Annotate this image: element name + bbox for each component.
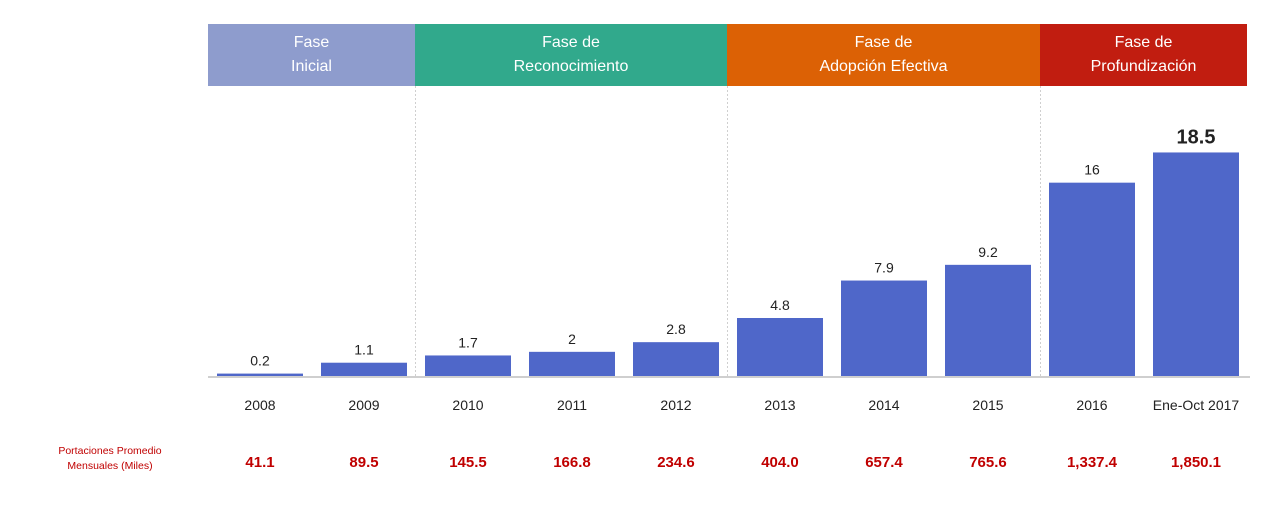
bar-value-label: 2.8 [666, 321, 686, 337]
phase-header-adoption: Fase de Adopción Efectiva [727, 24, 1040, 86]
secondary-row-label: Portaciones Promedio Mensuales (Miles) [20, 444, 200, 474]
bar-2009 [321, 362, 407, 376]
bar-2016 [1049, 182, 1135, 376]
secondary-row-label-line2: Mensuales (Miles) [67, 460, 153, 472]
phase-title-line2: Reconocimiento [513, 58, 629, 75]
bar-2015 [945, 264, 1031, 376]
secondary-row-label-line1: Portaciones Promedio [58, 445, 162, 457]
portability-value: 1,850.1 [1170, 454, 1222, 471]
x-tick-label: 2010 [452, 397, 484, 413]
bar-value-label: 9.2 [978, 244, 998, 260]
bar-2012 [633, 342, 719, 376]
bar-value-label: 7.9 [874, 260, 894, 276]
phase-title-line1: Fase de [854, 34, 913, 51]
phase-header-deepening: Fase de Profundización [1040, 24, 1247, 86]
phase-title-line2: Inicial [291, 58, 332, 75]
bar-value-label: 1.1 [354, 342, 374, 358]
x-tick-label: 2009 [348, 397, 380, 413]
portability-value: 41.1 [245, 454, 275, 471]
portability-value: 234.6 [657, 454, 695, 471]
portability-value: 404.0 [761, 454, 799, 471]
bar-value-label: 4.8 [770, 297, 790, 313]
phase-header-initial: Fase Inicial [208, 24, 415, 86]
bar-2013 [737, 318, 823, 376]
x-tick-label: 2014 [868, 397, 900, 413]
portability-value: 1,337.4 [1066, 454, 1118, 471]
bar-2014 [841, 280, 927, 376]
portability-value: 166.8 [553, 454, 591, 471]
x-tick-label: 2008 [244, 397, 276, 413]
bar-2008 [217, 373, 303, 376]
phase-title-line2: Adopción Efectiva [819, 58, 948, 75]
bar-2010 [425, 355, 511, 376]
bar-value-label: 1.7 [458, 334, 478, 350]
phase-title-line1: Fase [293, 34, 330, 51]
x-tick-label: 2013 [764, 397, 796, 413]
portability-value: 145.5 [449, 454, 487, 471]
x-tick-label: 2012 [660, 397, 692, 413]
x-tick-label: Ene-Oct 2017 [1152, 397, 1240, 413]
portability-value: 89.5 [349, 454, 379, 471]
phase-header-recognition: Fase de Reconocimiento [415, 24, 727, 86]
x-tick-label: 2011 [556, 397, 588, 413]
bar-value-label: 18.5 [1177, 126, 1216, 148]
phase-title-line1: Fase de [1114, 34, 1173, 51]
bar-value-label: 2 [568, 331, 576, 347]
x-tick-label: 2015 [972, 397, 1004, 413]
portability-value: 657.4 [865, 454, 903, 471]
bar-value-label: 0.2 [250, 353, 270, 369]
bar-ene-oct-2017 [1153, 152, 1239, 376]
bar-value-label: 16 [1084, 162, 1100, 178]
phase-title-line1: Fase de [542, 34, 600, 51]
phase-title-line2: Profundización [1090, 58, 1197, 75]
portability-value: 765.6 [969, 454, 1007, 471]
x-tick-label: 2016 [1076, 397, 1108, 413]
bar-2011 [529, 351, 615, 376]
